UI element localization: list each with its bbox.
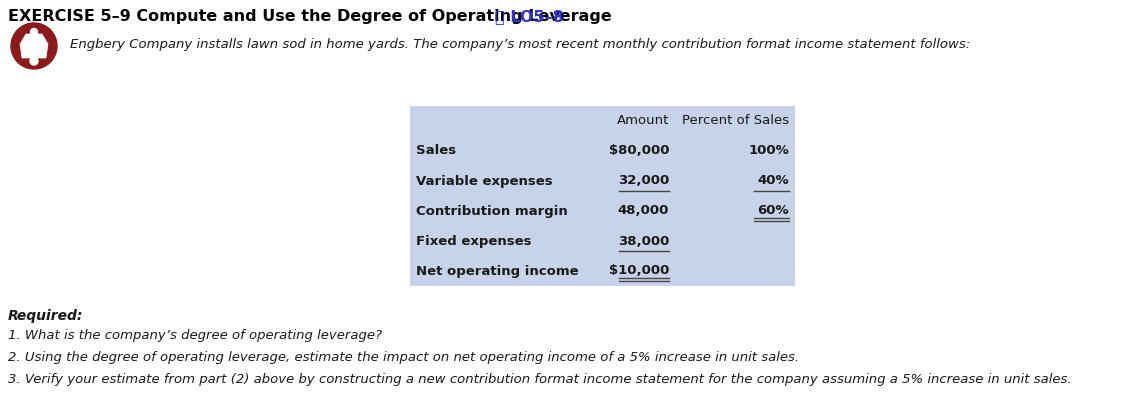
Text: 40%: 40% <box>757 175 789 187</box>
Text: 1. What is the company’s degree of operating leverage?: 1. What is the company’s degree of opera… <box>8 329 382 342</box>
Text: 2. Using the degree of operating leverage, estimate the impact on net operating : 2. Using the degree of operating leverag… <box>8 351 799 364</box>
Text: Required:: Required: <box>8 309 84 323</box>
Text: Variable expenses: Variable expenses <box>416 175 553 187</box>
Circle shape <box>30 57 38 65</box>
Text: EXERCISE 5–9 Compute and Use the Degree of Operating Leverage: EXERCISE 5–9 Compute and Use the Degree … <box>8 9 617 24</box>
Text: 32,000: 32,000 <box>618 175 669 187</box>
Text: $80,000: $80,000 <box>609 145 669 157</box>
Text: Sales: Sales <box>416 145 457 157</box>
Text: Amount: Amount <box>617 115 669 127</box>
Text: 60%: 60% <box>757 205 789 217</box>
Text: Percent of Sales: Percent of Sales <box>681 115 789 127</box>
Text: ⧉ LO5–8: ⧉ LO5–8 <box>496 9 563 24</box>
Text: Net operating income: Net operating income <box>416 265 578 277</box>
Polygon shape <box>19 34 48 58</box>
Text: 3. Verify your estimate from part (2) above by constructing a new contribution f: 3. Verify your estimate from part (2) ab… <box>8 373 1071 386</box>
Text: $10,000: $10,000 <box>609 265 669 277</box>
Text: 100%: 100% <box>748 145 789 157</box>
Circle shape <box>11 23 57 69</box>
Circle shape <box>31 28 38 35</box>
Text: 38,000: 38,000 <box>617 235 669 247</box>
Text: Fixed expenses: Fixed expenses <box>416 235 531 247</box>
Text: Contribution margin: Contribution margin <box>416 205 568 217</box>
Text: 48,000: 48,000 <box>617 205 669 217</box>
FancyBboxPatch shape <box>409 106 795 286</box>
Text: Engbery Company installs lawn sod in home yards. The company’s most recent month: Engbery Company installs lawn sod in hom… <box>70 38 970 51</box>
